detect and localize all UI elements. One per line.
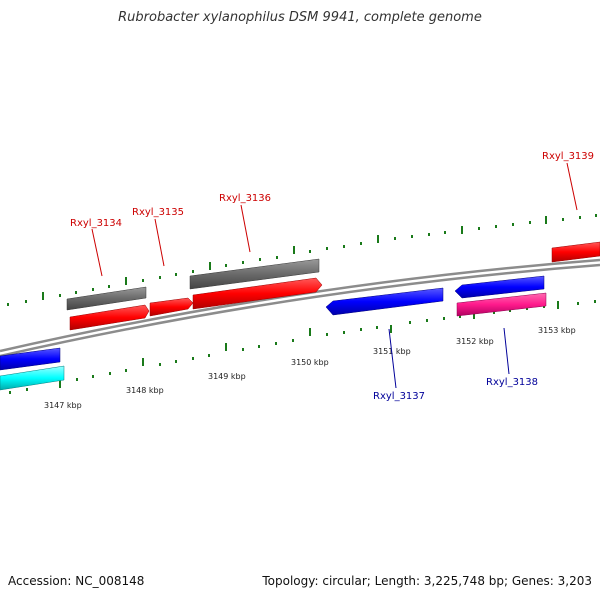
genome-summary: Topology: circular; Length: 3,225,748 bp… (262, 574, 592, 588)
label-rxyl-3134: Rxyl_3134 (70, 218, 122, 229)
kbp-label-3147: 3147 kbp (44, 401, 82, 410)
gene-gray-2[interactable] (189, 258, 320, 290)
outer-tick-ruler (7, 214, 597, 306)
accession-label: Accession: NC_008148 (8, 574, 145, 588)
gene-rxyl-3138[interactable] (454, 275, 545, 299)
leader-lines (91, 162, 578, 389)
gene-cyan[interactable] (0, 365, 65, 391)
map-title: Rubrobacter xylanophilus DSM 9941, compl… (118, 10, 482, 25)
gene-pink[interactable] (456, 292, 547, 317)
label-rxyl-3139: Rxyl_3139 (542, 151, 594, 162)
gene-rxyl-3139[interactable] (551, 241, 600, 263)
gene-rxyl-3136[interactable] (192, 277, 323, 310)
gene-rxyl-3137[interactable] (325, 287, 444, 316)
label-rxyl-3137: Rxyl_3137 (373, 391, 425, 402)
kbp-label-3148: 3148 kbp (126, 386, 164, 395)
gene-rxyl-3135[interactable] (149, 297, 194, 317)
label-rxyl-3138: Rxyl_3138 (486, 377, 538, 388)
label-rxyl-3136: Rxyl_3136 (219, 193, 271, 204)
kbp-label-3149: 3149 kbp (208, 372, 246, 381)
kbp-label-3150: 3150 kbp (291, 358, 329, 367)
label-rxyl-3135: Rxyl_3135 (132, 207, 184, 218)
kbp-label-3153: 3153 kbp (538, 326, 576, 335)
gene-rxyl-3134[interactable] (69, 304, 150, 331)
kbp-label-3152: 3152 kbp (456, 337, 494, 346)
inner-tick-ruler (9, 300, 596, 394)
gene-blue-left[interactable] (0, 347, 61, 371)
genome-backbone-inner (0, 263, 600, 358)
gene-gray-1[interactable] (66, 286, 147, 311)
